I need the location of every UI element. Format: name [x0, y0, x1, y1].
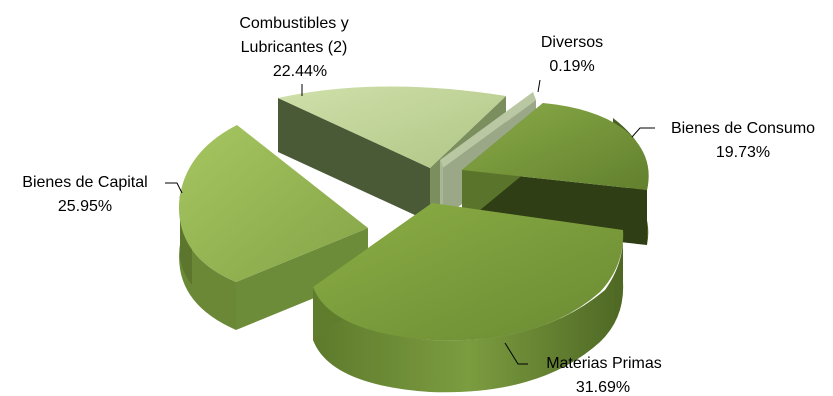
label-bienes-capital: Bienes de Capital [22, 174, 147, 191]
leader-line-bienes-capital [165, 182, 183, 194]
label-diversos: Diversos [541, 34, 603, 51]
label-bienes-consumo: Bienes de Consumo [671, 120, 815, 137]
label-combustibles-line1: Combustibles y [239, 15, 348, 32]
label-materias-primas: Materias Primas [546, 355, 662, 372]
leader-line-materias-primas [504, 342, 528, 365]
label-bienes-consumo-percent: 19.73% [716, 144, 770, 161]
data-label-materias-primas: Materias Primas 31.69% [546, 355, 662, 396]
data-label-bienes-capital: Bienes de Capital 25.95% [22, 174, 147, 215]
pie-slice-materias-primas [313, 203, 624, 393]
pie-slice-bienes-capital [179, 125, 368, 330]
leader-line-diversos [537, 79, 541, 93]
data-label-diversos: Diversos 0.19% [541, 34, 603, 75]
label-combustibles-line2: Lubricantes (2) [241, 39, 348, 56]
label-bienes-capital-percent: 25.95% [58, 198, 112, 215]
data-label-combustibles: Combustibles y Lubricantes (2) 22.44% [239, 15, 348, 80]
leader-line-bienes-consumo [631, 127, 655, 138]
label-materias-primas-percent: 31.69% [576, 379, 630, 396]
data-label-bienes-consumo: Bienes de Consumo 19.73% [671, 120, 815, 161]
label-combustibles-percent: 22.44% [273, 63, 327, 80]
label-diversos-percent: 0.19% [549, 58, 594, 75]
